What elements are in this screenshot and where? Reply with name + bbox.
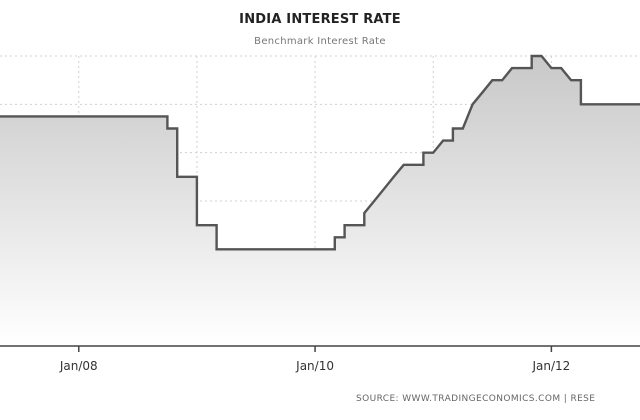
series-line — [0, 54, 640, 251]
chart-title: INDIA INTEREST RATE — [239, 12, 401, 27]
series-area — [0, 56, 640, 346]
x-axis-ticks: Jan/08 Jan/10 Jan/12 — [59, 346, 570, 373]
x-tick-label: Jan/12 — [531, 359, 570, 373]
chart-subtitle: Benchmark Interest Rate — [254, 36, 386, 47]
x-tick-label: Jan/08 — [59, 359, 98, 373]
x-tick-label: Jan/10 — [295, 359, 334, 373]
source-note: SOURCE: WWW.TRADINGECONOMICS.COM | RESE — [356, 394, 596, 404]
